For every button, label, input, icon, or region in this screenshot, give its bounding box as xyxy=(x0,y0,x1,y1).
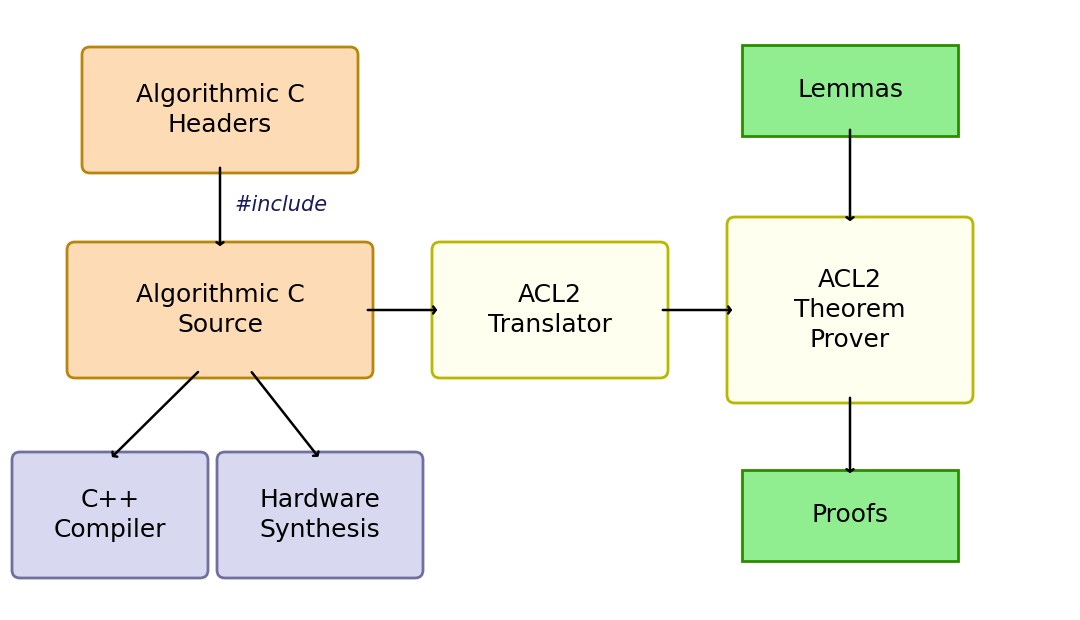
FancyBboxPatch shape xyxy=(82,47,357,173)
Text: ACL2
Theorem
Prover: ACL2 Theorem Prover xyxy=(794,268,906,352)
FancyBboxPatch shape xyxy=(432,242,669,378)
Text: #include: #include xyxy=(235,195,328,215)
Text: Algorithmic C
Headers: Algorithmic C Headers xyxy=(136,83,305,137)
Text: ACL2
Translator: ACL2 Translator xyxy=(488,283,612,337)
Text: Hardware
Synthesis: Hardware Synthesis xyxy=(259,488,380,542)
FancyBboxPatch shape xyxy=(727,217,973,403)
FancyBboxPatch shape xyxy=(742,469,958,560)
FancyBboxPatch shape xyxy=(217,452,423,578)
FancyBboxPatch shape xyxy=(67,242,373,378)
Text: C++
Compiler: C++ Compiler xyxy=(54,488,166,542)
Text: Algorithmic C
Source: Algorithmic C Source xyxy=(136,283,305,337)
FancyBboxPatch shape xyxy=(12,452,208,578)
Text: Proofs: Proofs xyxy=(811,503,889,527)
Text: Lemmas: Lemmas xyxy=(797,78,903,102)
FancyBboxPatch shape xyxy=(742,45,958,136)
